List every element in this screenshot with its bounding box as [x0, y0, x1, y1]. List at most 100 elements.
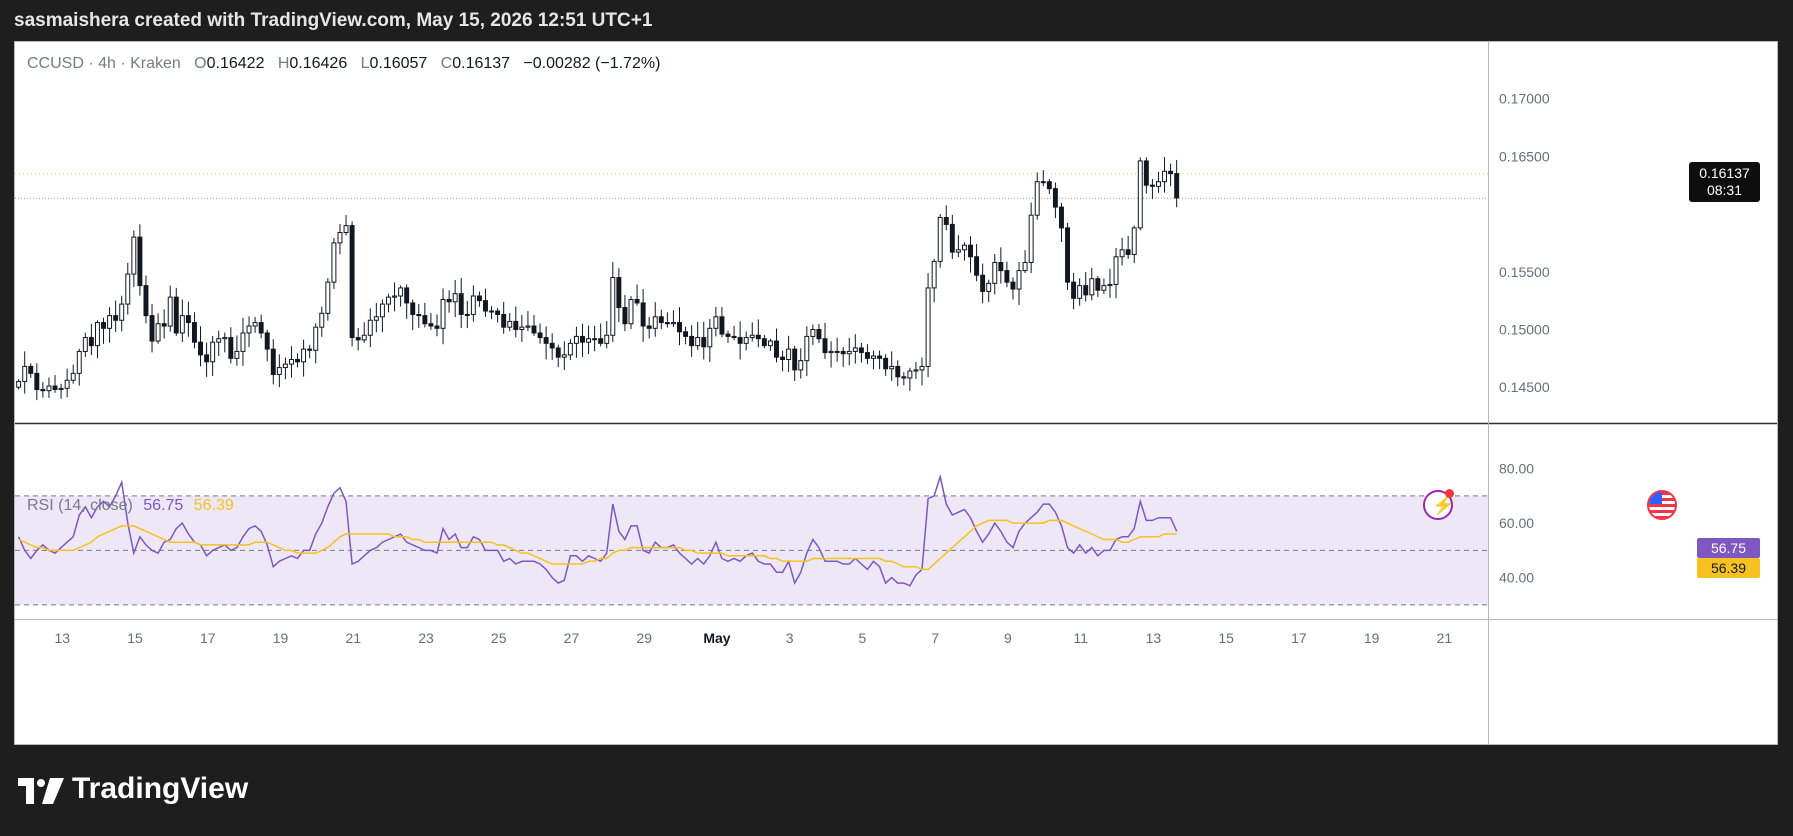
candle-body	[16, 380, 22, 388]
candle-body	[228, 337, 234, 359]
candle-body	[88, 337, 94, 347]
candle-body	[1016, 270, 1022, 290]
candle-body	[1155, 181, 1161, 187]
candle-body	[1004, 270, 1010, 283]
candle-body	[149, 315, 155, 342]
time-tick-label: 15	[1218, 630, 1234, 646]
low-value: 0.16057	[369, 55, 428, 72]
price-tick-label: 0.17000	[1499, 91, 1550, 107]
candle-body	[355, 337, 361, 341]
candle-body	[980, 274, 986, 292]
candle-body	[586, 338, 592, 343]
candle-body	[943, 216, 949, 225]
time-tick-label: 27	[564, 630, 580, 646]
candle-body	[877, 355, 883, 359]
candle-body	[325, 281, 331, 314]
candle-body	[907, 370, 913, 379]
candle-body	[986, 282, 992, 292]
candle-body	[580, 335, 585, 343]
candle-body	[761, 338, 767, 347]
last-price-value: 0.16137	[1699, 165, 1750, 181]
candle-body	[531, 325, 537, 334]
candle-body	[1149, 184, 1155, 187]
candle-body	[543, 337, 549, 344]
candle-body	[604, 334, 610, 344]
candle-body	[719, 316, 725, 335]
candle-body	[1077, 285, 1083, 299]
candle-body	[367, 319, 373, 336]
candle-body	[125, 273, 131, 305]
rsi-legend: RSI (14, close) 56.75 56.39	[27, 497, 234, 515]
candle-body	[404, 287, 410, 304]
candle-body	[913, 369, 919, 372]
candle-body	[852, 347, 858, 352]
candle-body	[519, 326, 525, 330]
chart-canvas[interactable]: 0.17000 0.16500 0.15500 0.15000 0.14500 80.00…	[15, 42, 1778, 745]
price-tick-label: 0.15000	[1499, 321, 1550, 337]
price-legend: CCUSD · 4h · Kraken O0.16422 H0.16426 L0…	[27, 55, 660, 73]
lightning-event-icon[interactable]: ⚡	[1423, 489, 1454, 520]
candle-body	[1131, 227, 1137, 255]
candle-body	[1125, 249, 1131, 255]
candle-body	[1162, 170, 1168, 183]
candle-body	[131, 236, 137, 275]
candle-body	[652, 316, 658, 329]
candle-body	[22, 365, 28, 382]
us-flag-icon[interactable]	[1647, 490, 1677, 520]
candle-body	[301, 348, 307, 363]
close-label: C	[440, 55, 453, 72]
candle-body	[925, 287, 931, 367]
low-label: L	[360, 55, 370, 72]
candle-body	[452, 293, 458, 303]
candle-body	[1089, 278, 1095, 296]
candle-body	[895, 365, 901, 378]
candle-body	[883, 357, 889, 370]
candle-body	[573, 335, 579, 344]
candle-body	[343, 225, 349, 233]
candle-body	[379, 303, 385, 318]
candle-body	[1113, 256, 1119, 285]
change-value: −0.00282 (−1.72%)	[523, 55, 661, 72]
candle-body	[725, 333, 731, 337]
rsi-title: RSI (14, close)	[27, 497, 133, 514]
candle-body	[155, 323, 161, 342]
candle-body	[792, 348, 798, 371]
bar-countdown: 08:31	[1706, 182, 1743, 198]
time-tick-label: 15	[127, 630, 143, 646]
candle-body	[82, 337, 88, 352]
candle-body	[998, 262, 1004, 272]
candle-body	[992, 262, 998, 284]
candle-body	[1107, 283, 1113, 287]
candle-body	[191, 322, 197, 343]
candle-body	[931, 260, 937, 289]
candle-body	[331, 242, 337, 283]
candle-body	[398, 287, 404, 297]
candle-body	[749, 334, 755, 339]
candle-body	[1143, 160, 1149, 186]
time-tick-label: 13	[1146, 630, 1162, 646]
candle-body	[561, 354, 567, 358]
candle-body	[28, 365, 34, 374]
candle-body	[961, 244, 967, 251]
candle-body	[549, 342, 555, 349]
candle-body	[216, 338, 222, 343]
price-tick-label: 0.15500	[1499, 264, 1550, 280]
chart-frame[interactable]: 0.17000 0.16500 0.15500 0.15000 0.14500 80.00…	[14, 41, 1778, 745]
candle-body	[94, 322, 100, 347]
time-tick-label: 13	[54, 630, 70, 646]
candle-body	[52, 385, 58, 391]
candle-body	[258, 322, 264, 334]
candle-body	[276, 367, 282, 376]
price-tick-label: 0.14500	[1499, 379, 1550, 395]
candle-body	[58, 387, 64, 391]
candle-body	[798, 360, 804, 371]
candle-body	[968, 244, 973, 258]
candle-body	[222, 337, 228, 340]
candle-body	[780, 356, 786, 361]
flag-canton	[1649, 492, 1662, 504]
candle-body	[816, 328, 822, 340]
candle-body	[373, 316, 379, 321]
candle-body	[846, 350, 852, 355]
candle-body	[774, 340, 779, 358]
candle-body	[1101, 285, 1107, 291]
